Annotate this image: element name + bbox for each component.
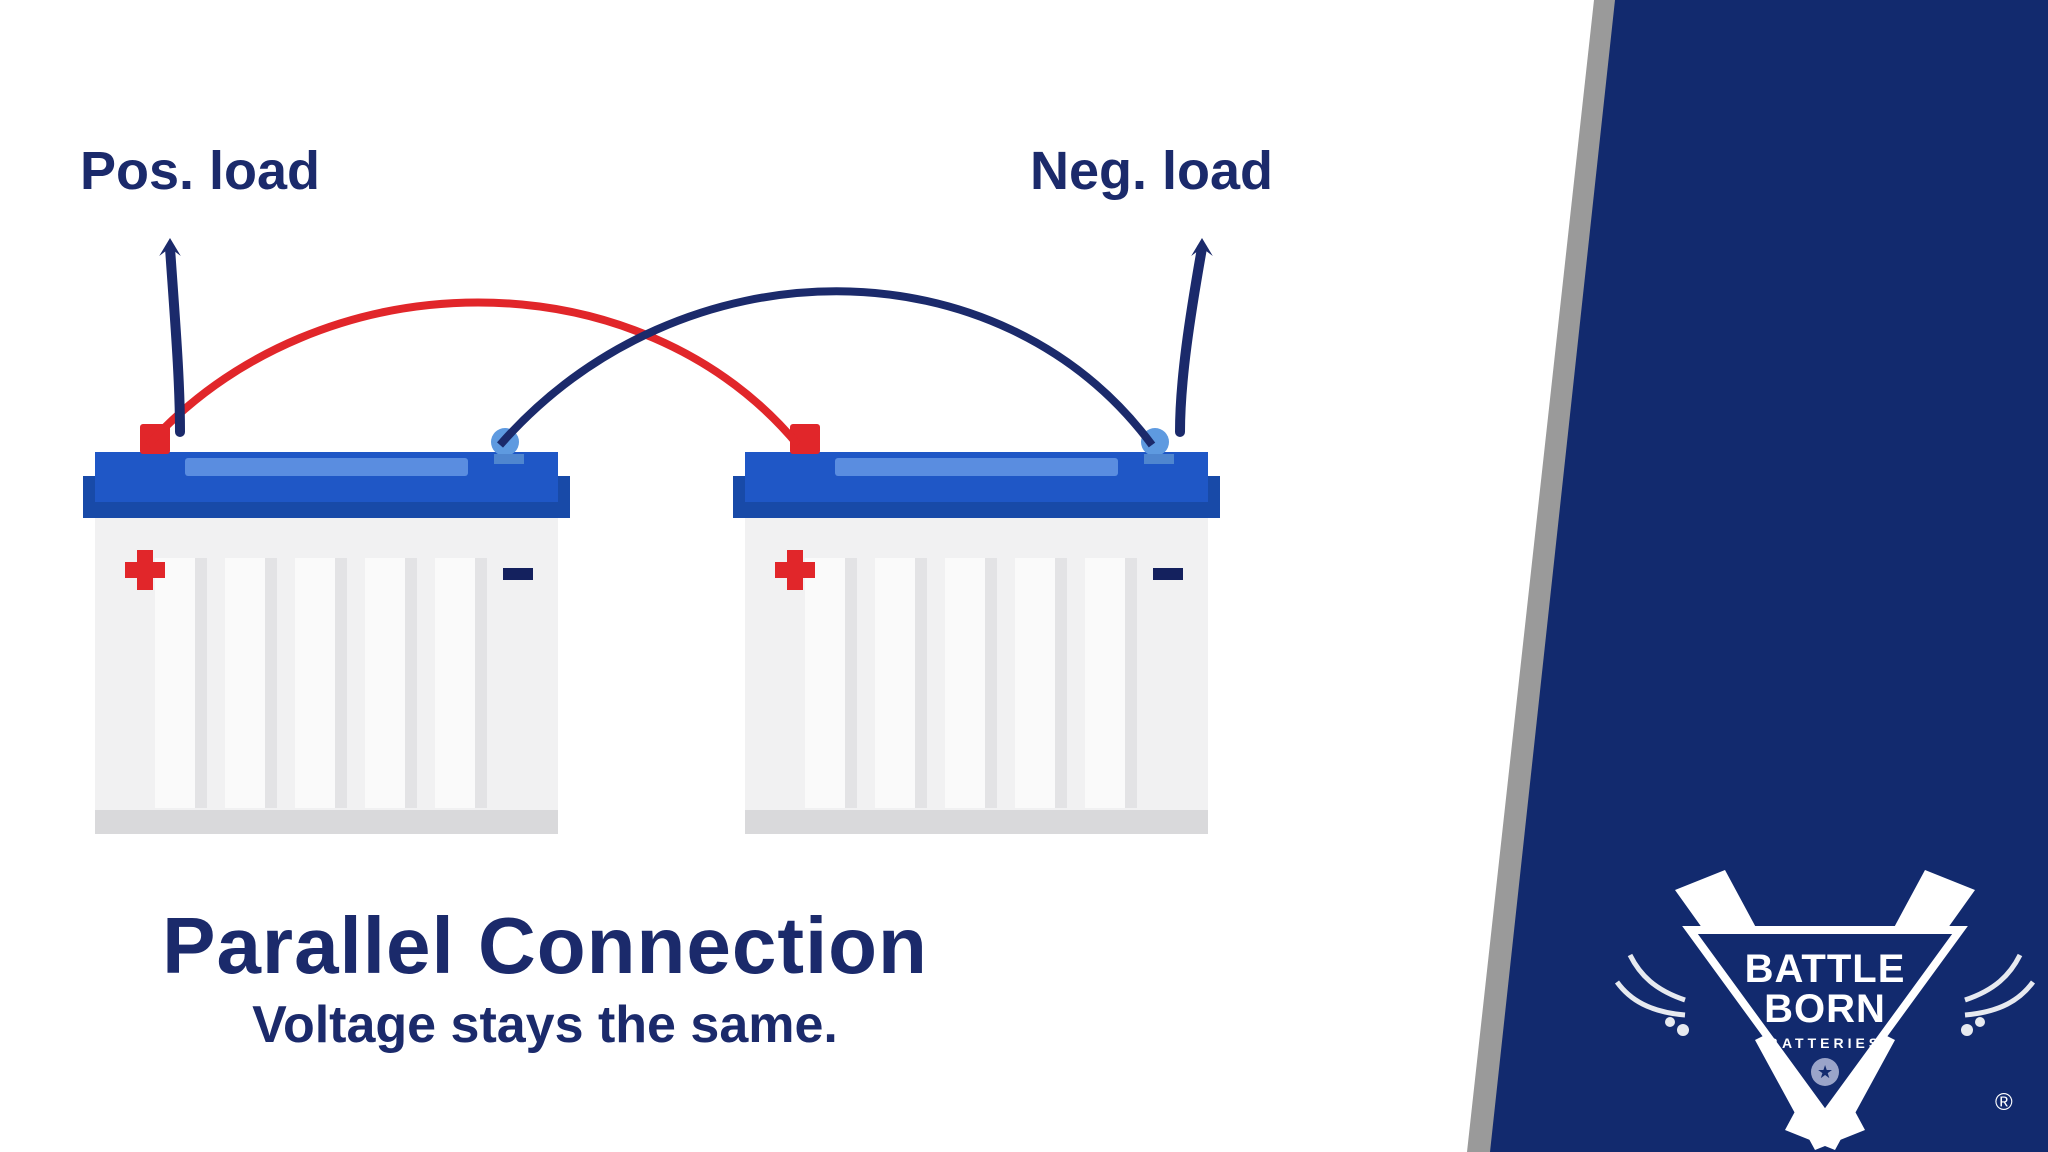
diagram-title: Parallel Connection: [0, 900, 1090, 992]
svg-text:®: ®: [1995, 1089, 2013, 1116]
wire-positive: [148, 303, 798, 446]
logo-line2: BORN: [1764, 987, 1886, 1031]
logo-sub: BATTERIES: [1768, 1035, 1882, 1051]
diagram-subtitle: Voltage stays the same.: [0, 995, 1090, 1055]
pos-load-arrow: [159, 238, 181, 432]
neg-load-arrow: [1180, 238, 1213, 432]
neg-load-label: Neg. load: [1030, 140, 1273, 202]
svg-text:★: ★: [1817, 1062, 1833, 1082]
battery-2: [733, 424, 1220, 834]
pos-load-label: Pos. load: [80, 140, 320, 202]
logo-line1: BATTLE: [1745, 947, 1906, 991]
battery-1: [83, 424, 570, 834]
